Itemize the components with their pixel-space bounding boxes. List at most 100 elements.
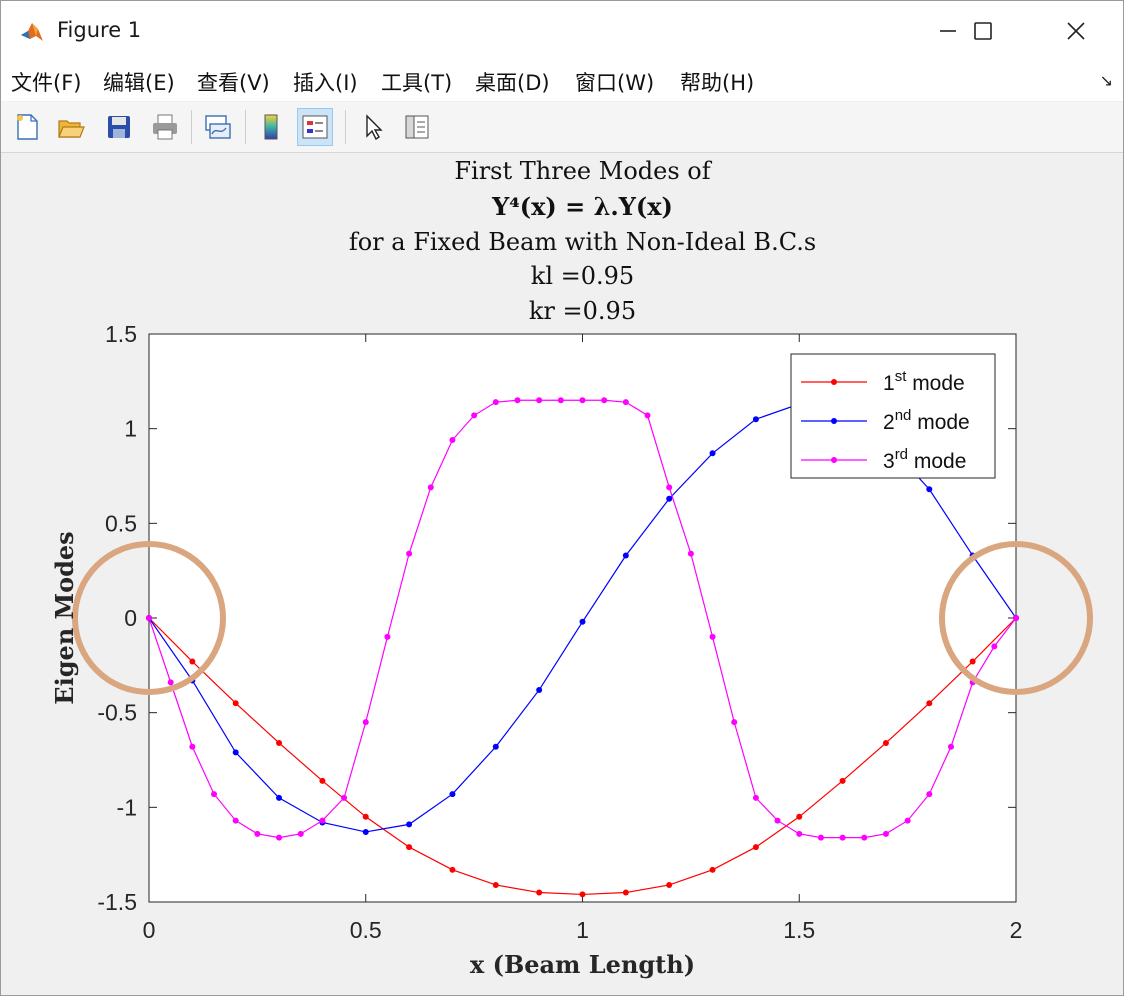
data-point-series-1[interactable]	[796, 813, 803, 820]
data-point-series-3[interactable]	[297, 830, 304, 837]
menu-desktop[interactable]: 桌面(D)	[475, 71, 550, 95]
data-point-series-1[interactable]	[926, 700, 933, 707]
data-point-series-2[interactable]	[536, 686, 543, 693]
data-point-series-3[interactable]	[276, 834, 283, 841]
menu-edit[interactable]: 编辑(E)	[103, 71, 175, 95]
maximize-button[interactable]	[952, 11, 1014, 51]
data-point-series-3[interactable]	[991, 643, 998, 650]
data-point-series-1[interactable]	[492, 881, 499, 888]
data-point-series-3[interactable]	[146, 615, 152, 621]
data-point-series-1[interactable]	[709, 866, 716, 873]
data-point-series-2[interactable]	[362, 828, 369, 835]
data-point-series-3[interactable]	[536, 397, 543, 404]
data-point-series-3[interactable]	[341, 794, 348, 801]
menu-tools[interactable]: 工具(T)	[381, 71, 453, 95]
data-point-series-3[interactable]	[254, 830, 261, 837]
legend-button[interactable]	[297, 108, 333, 146]
link-plot-icon	[205, 115, 231, 139]
data-point-series-3[interactable]	[926, 791, 933, 798]
colorbar-button[interactable]	[253, 108, 289, 146]
data-point-series-2[interactable]	[232, 749, 239, 756]
legend-box[interactable]	[790, 353, 996, 479]
data-point-series-2[interactable]	[406, 821, 413, 828]
data-point-series-3[interactable]	[882, 830, 889, 837]
data-point-series-3[interactable]	[514, 397, 521, 404]
chart-title-line-3: for a Fixed Beam with Non-Ideal B.C.s	[349, 228, 816, 256]
data-point-series-3[interactable]	[752, 794, 759, 801]
data-point-series-1[interactable]	[536, 889, 543, 896]
data-point-series-3[interactable]	[839, 834, 846, 841]
data-point-series-2[interactable]	[622, 552, 629, 559]
y-axis-label: Eigen Modes	[50, 531, 79, 704]
data-point-series-1[interactable]	[622, 889, 629, 896]
data-point-series-1[interactable]	[319, 777, 326, 784]
menu-view[interactable]: 查看(V)	[197, 71, 270, 95]
data-point-series-1[interactable]	[232, 700, 239, 707]
data-point-series-2[interactable]	[709, 450, 716, 457]
link-plot-button[interactable]	[199, 108, 235, 146]
data-point-series-3[interactable]	[211, 791, 218, 798]
data-point-series-3[interactable]	[731, 719, 738, 726]
figure-canvas[interactable]: 0 0.5 1 1.5 2 1.5 1 0.5 0 -0.5 -1 -1.5 1st mode 2nd m…	[1, 153, 1123, 995]
data-point-series-1[interactable]	[189, 658, 196, 665]
data-point-series-3[interactable]	[644, 412, 651, 419]
data-point-series-2[interactable]	[752, 416, 759, 423]
data-point-series-3[interactable]	[817, 834, 824, 841]
print-button[interactable]	[147, 108, 183, 146]
data-point-series-1[interactable]	[882, 739, 889, 746]
data-point-series-1[interactable]	[666, 881, 673, 888]
data-point-series-1[interactable]	[449, 866, 456, 873]
save-button[interactable]	[101, 108, 137, 146]
data-point-series-3[interactable]	[557, 397, 564, 404]
property-inspector-button[interactable]	[399, 108, 435, 146]
data-point-series-3[interactable]	[1013, 615, 1019, 621]
data-point-series-3[interactable]	[666, 484, 673, 491]
data-point-series-3[interactable]	[471, 412, 478, 419]
data-point-series-3[interactable]	[904, 817, 911, 824]
data-point-series-1[interactable]	[276, 739, 283, 746]
chart-title-line-1: First Three Modes of	[454, 157, 712, 185]
new-figure-button[interactable]	[9, 108, 45, 146]
data-point-series-1[interactable]	[969, 658, 976, 665]
data-point-series-2[interactable]	[449, 791, 456, 798]
data-point-series-2[interactable]	[276, 794, 283, 801]
menu-file[interactable]: 文件(F)	[11, 71, 82, 95]
data-point-series-3[interactable]	[601, 397, 608, 404]
data-point-series-1[interactable]	[579, 891, 586, 898]
data-point-series-3[interactable]	[167, 679, 174, 686]
data-point-series-1[interactable]	[406, 844, 413, 851]
data-point-series-3[interactable]	[622, 399, 629, 406]
data-point-series-3[interactable]	[492, 399, 499, 406]
data-point-series-2[interactable]	[666, 495, 673, 502]
data-point-series-3[interactable]	[384, 633, 391, 640]
data-point-series-3[interactable]	[774, 817, 781, 824]
data-point-series-3[interactable]	[406, 550, 413, 557]
minimize-button[interactable]	[917, 11, 979, 51]
data-point-series-2[interactable]	[579, 618, 586, 625]
data-point-series-3[interactable]	[796, 830, 803, 837]
data-point-series-3[interactable]	[579, 397, 586, 404]
data-point-series-3[interactable]	[232, 817, 239, 824]
menu-window[interactable]: 窗口(W)	[575, 71, 655, 95]
data-point-series-3[interactable]	[861, 834, 868, 841]
pointer-button[interactable]	[355, 108, 391, 146]
data-point-series-3[interactable]	[687, 550, 694, 557]
data-point-series-3[interactable]	[319, 817, 326, 824]
menu-insert[interactable]: 插入(I)	[293, 71, 358, 95]
open-file-button[interactable]	[53, 108, 89, 146]
menu-help[interactable]: 帮助(H)	[680, 71, 755, 95]
data-point-series-1[interactable]	[362, 813, 369, 820]
data-point-series-3[interactable]	[947, 743, 954, 750]
data-point-series-3[interactable]	[427, 484, 434, 491]
data-point-series-1[interactable]	[752, 844, 759, 851]
data-point-series-3[interactable]	[449, 437, 456, 444]
data-point-series-3[interactable]	[362, 719, 369, 726]
data-point-series-3[interactable]	[189, 743, 196, 750]
data-point-series-2[interactable]	[492, 743, 499, 750]
plot-canvas[interactable]: 0 0.5 1 1.5 2 1.5 1 0.5 0 -0.5 -1 -1.5 1st mode 2nd m…	[1, 153, 1123, 995]
data-point-series-2[interactable]	[926, 486, 933, 493]
data-point-series-1[interactable]	[839, 777, 846, 784]
close-button[interactable]	[1045, 11, 1107, 51]
data-point-series-3[interactable]	[709, 633, 716, 640]
menu-overflow-arrow-icon[interactable]: ↘	[1099, 71, 1113, 90]
